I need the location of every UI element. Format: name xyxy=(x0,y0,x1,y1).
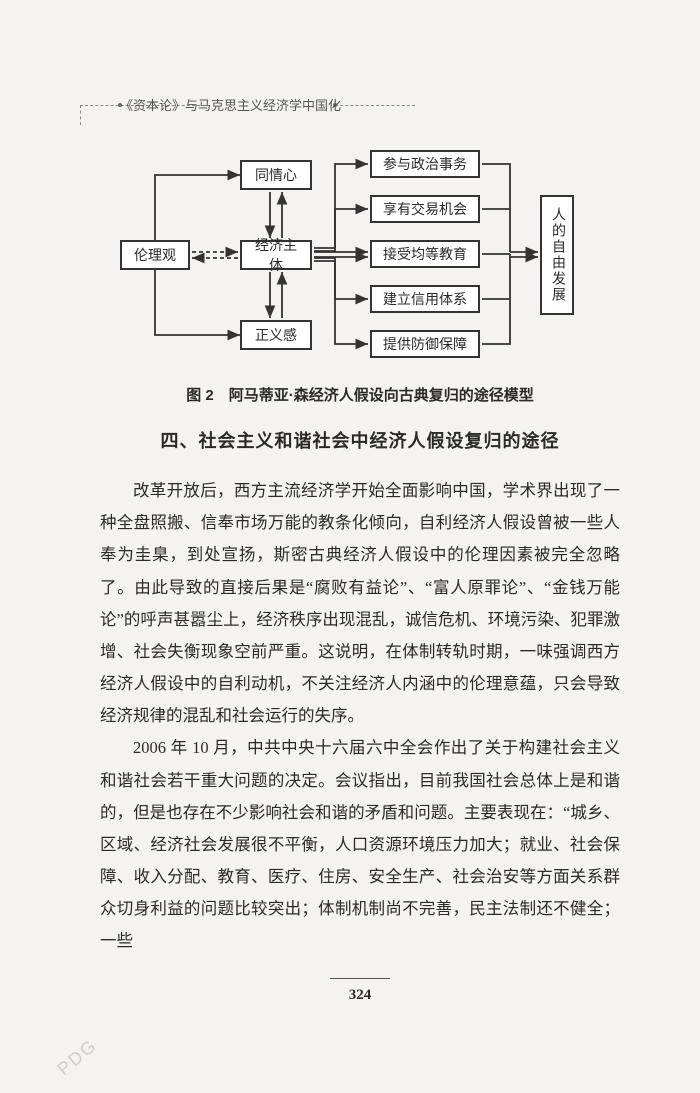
page-number-rule xyxy=(330,978,390,979)
header-rule-vertical xyxy=(80,105,81,125)
flowchart-node-defense: 提供防御保障 xyxy=(370,330,480,358)
flowchart-node-freedom: 人的自由发展 xyxy=(540,195,574,315)
section-heading: 四、社会主义和谐社会中经济人假设复归的途径 xyxy=(100,427,620,453)
page-number-block: 324 xyxy=(100,970,620,1004)
flowchart-arrows xyxy=(120,140,600,370)
flowchart-node-sympathy: 同情心 xyxy=(240,160,312,190)
pdg-watermark: PDG xyxy=(54,1035,102,1080)
running-head: 《资本论》与马克思主义经济学中国化 xyxy=(120,95,341,114)
flowchart-node-trade: 享有交易机会 xyxy=(370,195,480,223)
paragraph: 2006 年 10 月，中共中央十六届六中全会作出了关于构建社会主义和谐社会若干… xyxy=(100,732,620,957)
flowchart-node-education: 接受均等教育 xyxy=(370,240,480,268)
flowchart-node-credit: 建立信用体系 xyxy=(370,285,480,313)
figure-caption: 图 2 阿马蒂亚·森经济人假设向古典复归的途径模型 xyxy=(100,384,620,405)
flowchart-diagram: 伦理观 同情心经济主体正义感 参与政治事务享有交易机会接受均等教育建立信用体系提供防… xyxy=(120,140,600,370)
flowchart-node-subject: 经济主体 xyxy=(240,240,312,270)
page-number: 324 xyxy=(349,987,372,1003)
document-page: 《资本论》与马克思主义经济学中国化 xyxy=(0,0,700,1093)
flowchart-node-ethics: 伦理观 xyxy=(120,240,190,270)
body-text: 改革开放后，西方主流经济学开始全面影响中国，学术界出现了一种全盘照搬、信奉市场万… xyxy=(100,475,620,958)
header-rule-right xyxy=(335,105,415,106)
flowchart-node-politics: 参与政治事务 xyxy=(370,150,480,178)
paragraph: 改革开放后，西方主流经济学开始全面影响中国，学术界出现了一种全盘照搬、信奉市场万… xyxy=(100,475,620,732)
flowchart-node-justice: 正义感 xyxy=(240,320,312,350)
